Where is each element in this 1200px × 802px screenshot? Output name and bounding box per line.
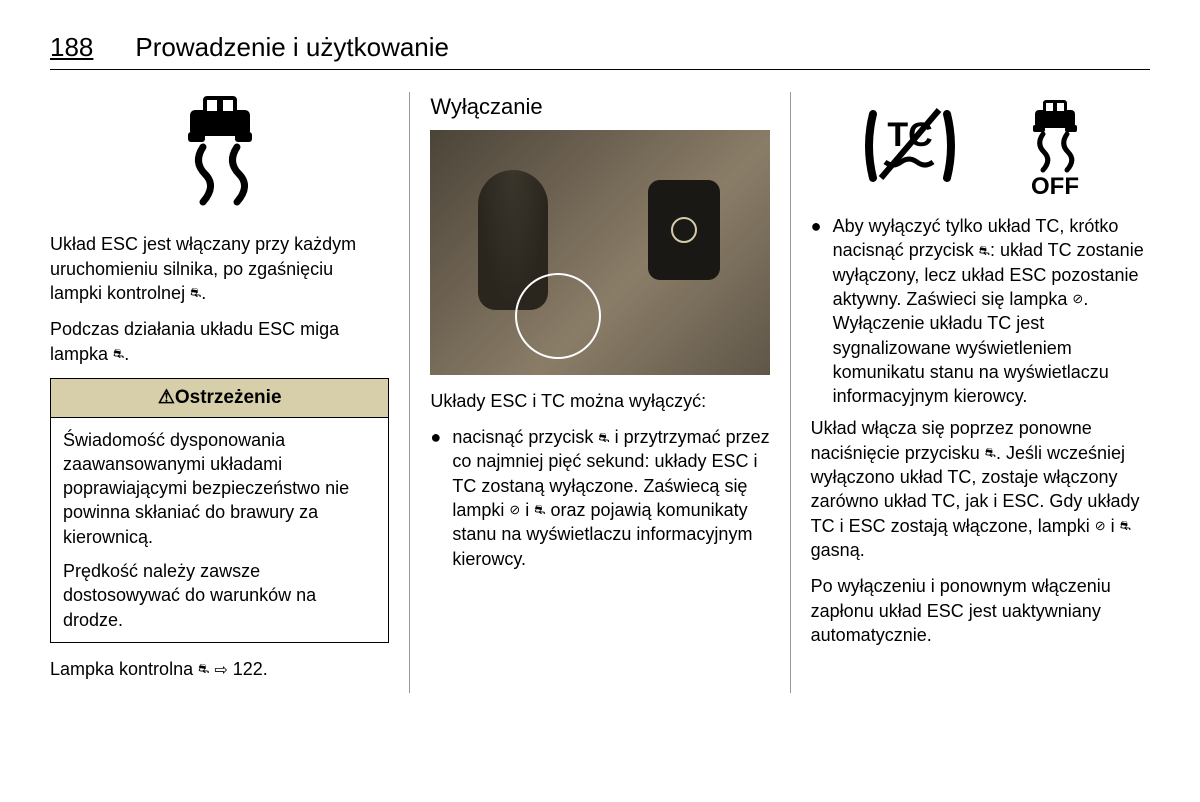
column-3: TC OFF ● Aby wyłączyć tylko układ TC	[811, 92, 1150, 693]
content-columns: Układ ESC jest włączany przy każdym uruc…	[50, 92, 1150, 693]
col3-para2: Układ włącza się poprzez ponowne naciśni…	[811, 416, 1150, 562]
console-photo	[430, 130, 769, 375]
tc-off-icon: TC	[855, 96, 965, 196]
esc-button-photo	[648, 180, 720, 280]
bullet-icon: ●	[811, 214, 833, 408]
column-2: Wyłączanie Układy ESC i TC można wyłączy…	[430, 92, 769, 693]
esc-button-symbol	[671, 217, 697, 243]
tc-off-icons-row: TC OFF	[811, 96, 1150, 196]
page-number: 188	[50, 30, 93, 65]
bullet-text: nacisnąć przycisk ⛐ i przytrzymać przez …	[452, 425, 769, 571]
svg-text:OFF: OFF	[1031, 173, 1079, 196]
warning-text-1: Świadomość dysponowania zaawansowanymi u…	[63, 428, 376, 549]
section-title: Wyłączanie	[430, 92, 769, 122]
text: Podczas działania układu ESC miga lampka	[50, 319, 339, 363]
bullet-icon: ●	[430, 425, 452, 571]
text: i	[1106, 516, 1120, 536]
esc-inline-icon: ⛐	[113, 345, 124, 363]
warning-body: Świadomość dysponowania zaawansowanymi u…	[51, 418, 388, 642]
esc-inline-icon: ⛐	[534, 501, 545, 519]
page-ref-arrow-icon: ⇨	[214, 662, 227, 679]
esc-large-icon	[50, 92, 389, 218]
col1-para2: Podczas działania układu ESC miga lampka…	[50, 317, 389, 366]
bullet-text: Aby wyłączyć tylko układ TC, krótko naci…	[833, 214, 1150, 408]
text: i	[520, 500, 534, 520]
col3-para3: Po wyłączeniu i ponownym włączeniu zapło…	[811, 574, 1150, 647]
warning-triangle-icon: ⚠	[158, 387, 175, 408]
esc-inline-icon: ⛐	[979, 242, 990, 260]
esc-inline-icon: ⛐	[985, 444, 996, 462]
list-item: ● Aby wyłączyć tylko układ TC, krótko na…	[811, 214, 1150, 408]
esc-inline-icon: ⛐	[1120, 517, 1131, 535]
warning-text-2: Prędkość należy zawsze dostosowywać do w…	[63, 559, 376, 632]
col1-reference: Lampka kontrolna ⛐ ⇨ 122.	[50, 657, 389, 682]
esc-inline-icon: ⛐	[598, 429, 609, 447]
column-divider	[409, 92, 410, 693]
column-divider	[790, 92, 791, 693]
col2-bullet-list: ● nacisnąć przycisk ⛐ i przytrzymać prze…	[430, 425, 769, 571]
text: .	[124, 344, 129, 364]
chapter-title: Prowadzenie i użytkowanie	[135, 30, 449, 65]
tc-inline-icon: ⊘	[1095, 517, 1106, 535]
esc-off-icon: OFF	[1005, 96, 1105, 196]
text: .	[201, 283, 206, 303]
warning-title: Ostrzeżenie	[175, 387, 282, 408]
col3-bullet-list: ● Aby wyłączyć tylko układ TC, krótko na…	[811, 214, 1150, 408]
warning-header: ⚠Ostrzeżenie	[51, 379, 388, 418]
text: Lampka kontrolna	[50, 659, 198, 679]
text: gasną.	[811, 540, 865, 560]
tc-inline-icon: ⊘	[1072, 290, 1083, 308]
col1-para1: Układ ESC jest włączany przy każdym uruc…	[50, 232, 389, 305]
col2-intro: Układy ESC i TC można wyłączyć:	[430, 389, 769, 413]
page-header: 188 Prowadzenie i użytkowanie	[50, 30, 1150, 70]
column-1: Układ ESC jest włączany przy każdym uruc…	[50, 92, 389, 693]
page-ref: 122.	[228, 659, 268, 679]
highlight-circle	[515, 273, 601, 359]
esc-inline-icon: ⛐	[198, 660, 209, 678]
esc-inline-icon: ⛐	[190, 284, 201, 302]
text: nacisnąć przycisk	[452, 427, 598, 447]
tc-inline-icon: ⊘	[509, 501, 520, 519]
list-item: ● nacisnąć przycisk ⛐ i przytrzymać prze…	[430, 425, 769, 571]
warning-box: ⚠Ostrzeżenie Świadomość dysponowania zaa…	[50, 378, 389, 643]
